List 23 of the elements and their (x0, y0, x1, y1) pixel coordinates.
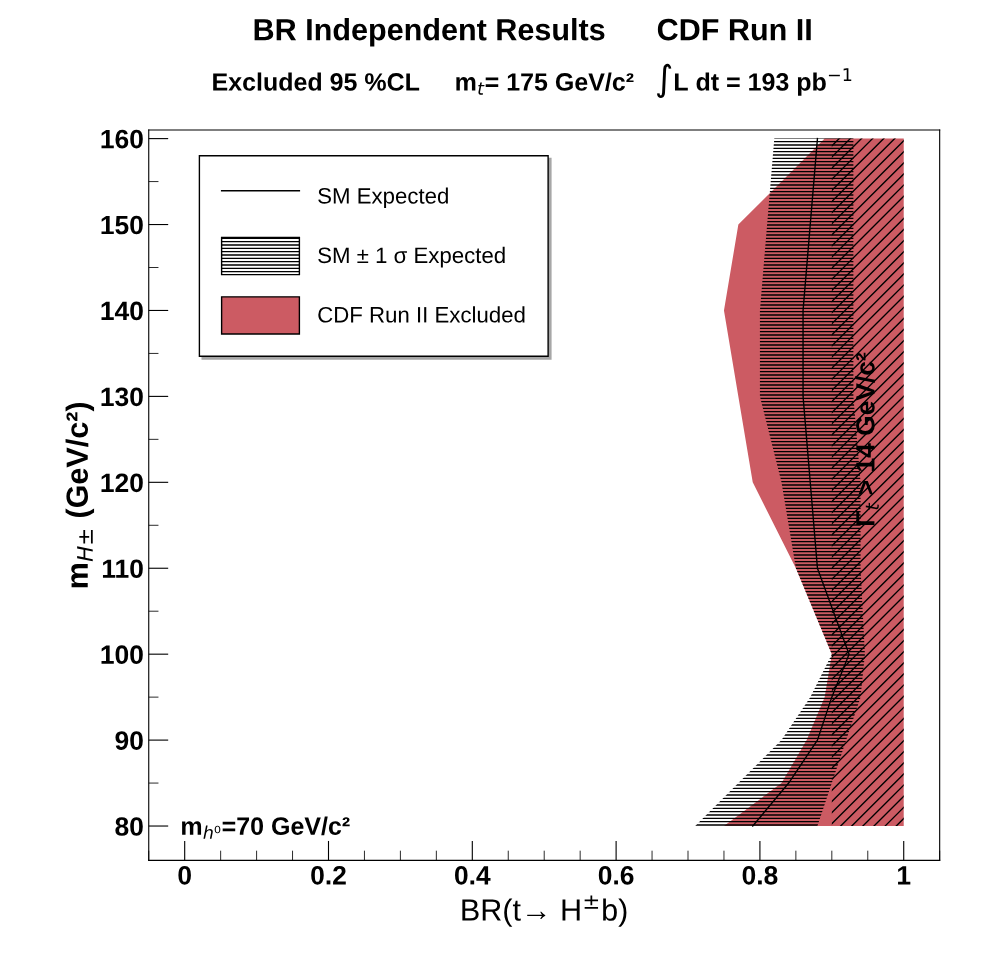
y-tick-label: 140 (101, 301, 143, 321)
chart-title: BR Independent Results CDF Run II (254, 18, 811, 47)
chart-subtitle: Excluded 95 %CL m$_{t}$= 175 GeV/c² ∫L dt = 193 pb$^{−1}$ (213, 63, 852, 99)
x-tick-label: 0.8 (742, 865, 778, 885)
x-axis-title: BR(t→ H$^{±}$b) (462, 895, 627, 927)
y-tick-label: 110 (102, 559, 143, 579)
y-tick-label: 130 (101, 387, 143, 407)
legend-label: SM Expected (318, 187, 448, 209)
x-tick-label: 0.2 (311, 865, 346, 885)
y-tick-label: 100 (101, 645, 143, 664)
legend-label: SM ± 1 σ Expected (318, 246, 505, 268)
y-tick-label: 150 (101, 215, 143, 235)
y-tick-label: 80 (115, 817, 143, 836)
y-tick-label: 120 (101, 473, 143, 493)
x-tick-label: 0 (178, 865, 191, 885)
y-axis-title: m$_{H±}$ (GeV/c²) (65, 402, 95, 588)
legend-label: CDF Run II Excluded (318, 306, 525, 323)
annotation: m$_{h⁰}$=70 GeV/c² (182, 816, 350, 839)
x-tick-label: 0.6 (598, 865, 634, 885)
y-tick-label: 160 (101, 129, 143, 149)
y-tick-label: 90 (115, 731, 143, 750)
x-tick-label: 1 (898, 866, 911, 885)
x-tick-label: 0.4 (455, 865, 491, 885)
